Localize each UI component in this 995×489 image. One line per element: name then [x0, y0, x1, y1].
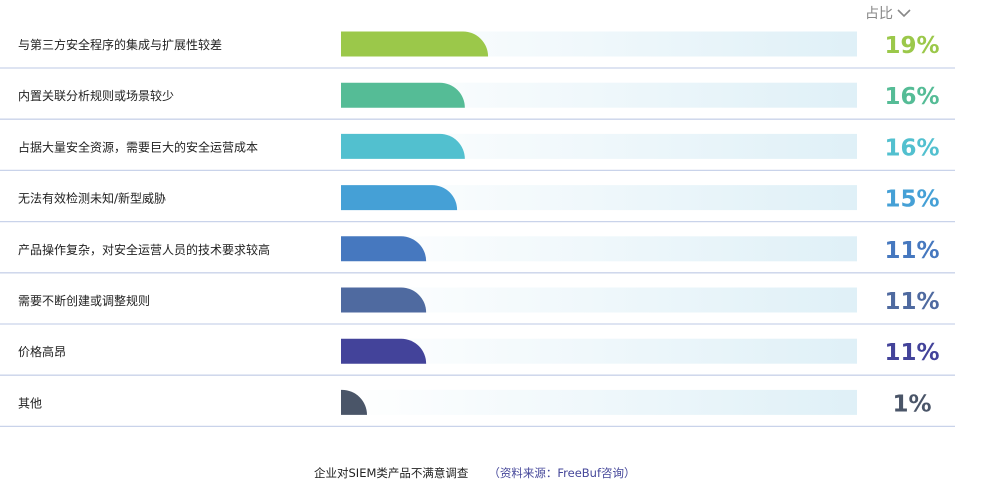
- bar: [341, 236, 427, 262]
- bar-track: [341, 287, 857, 313]
- value-label: 15%: [884, 187, 939, 213]
- value-label: 11%: [884, 340, 939, 366]
- chart-caption: 企业对SIEM类产品不满意调查 （资料来源：FreeBuf咨询）: [314, 465, 636, 481]
- category-label: 与第三方安全程序的集成与扩展性较差: [18, 37, 222, 52]
- bar: [341, 287, 427, 313]
- value-label: 19%: [884, 33, 939, 59]
- value-label: 16%: [884, 84, 939, 110]
- category-label: 占据大量安全资源，需要巨大的安全运营成本: [18, 139, 258, 154]
- category-label: 产品操作复杂，对安全运营人员的技术要求较高: [18, 242, 270, 257]
- value-label: 1%: [892, 391, 931, 417]
- value-label: 16%: [884, 135, 939, 161]
- bar-track: [341, 338, 857, 364]
- bar: [341, 82, 465, 108]
- category-label: 价格高昂: [18, 344, 66, 359]
- bar: [341, 338, 427, 364]
- caption-title: 企业对SIEM类产品不满意调查: [314, 466, 469, 480]
- bar-track: [341, 389, 857, 415]
- bar: [341, 133, 465, 159]
- category-label: 需要不断创建或调整规则: [18, 293, 150, 308]
- category-label: 其他: [18, 396, 42, 410]
- category-label: 内置关联分析规则或场景较少: [18, 88, 174, 103]
- column-header-sort[interactable]: 占比: [865, 3, 911, 23]
- category-label: 无法有效检测未知/新型威胁: [18, 191, 166, 206]
- caption-source: （资料来源：FreeBuf咨询）: [488, 466, 636, 480]
- chevron-down-icon: [897, 9, 911, 18]
- bar-track: [341, 236, 857, 262]
- bar: [341, 31, 489, 57]
- bar: [341, 389, 367, 415]
- column-header-label: 占比: [865, 6, 893, 22]
- bar: [341, 185, 458, 211]
- value-label: 11%: [884, 289, 939, 315]
- value-label: 11%: [884, 238, 939, 264]
